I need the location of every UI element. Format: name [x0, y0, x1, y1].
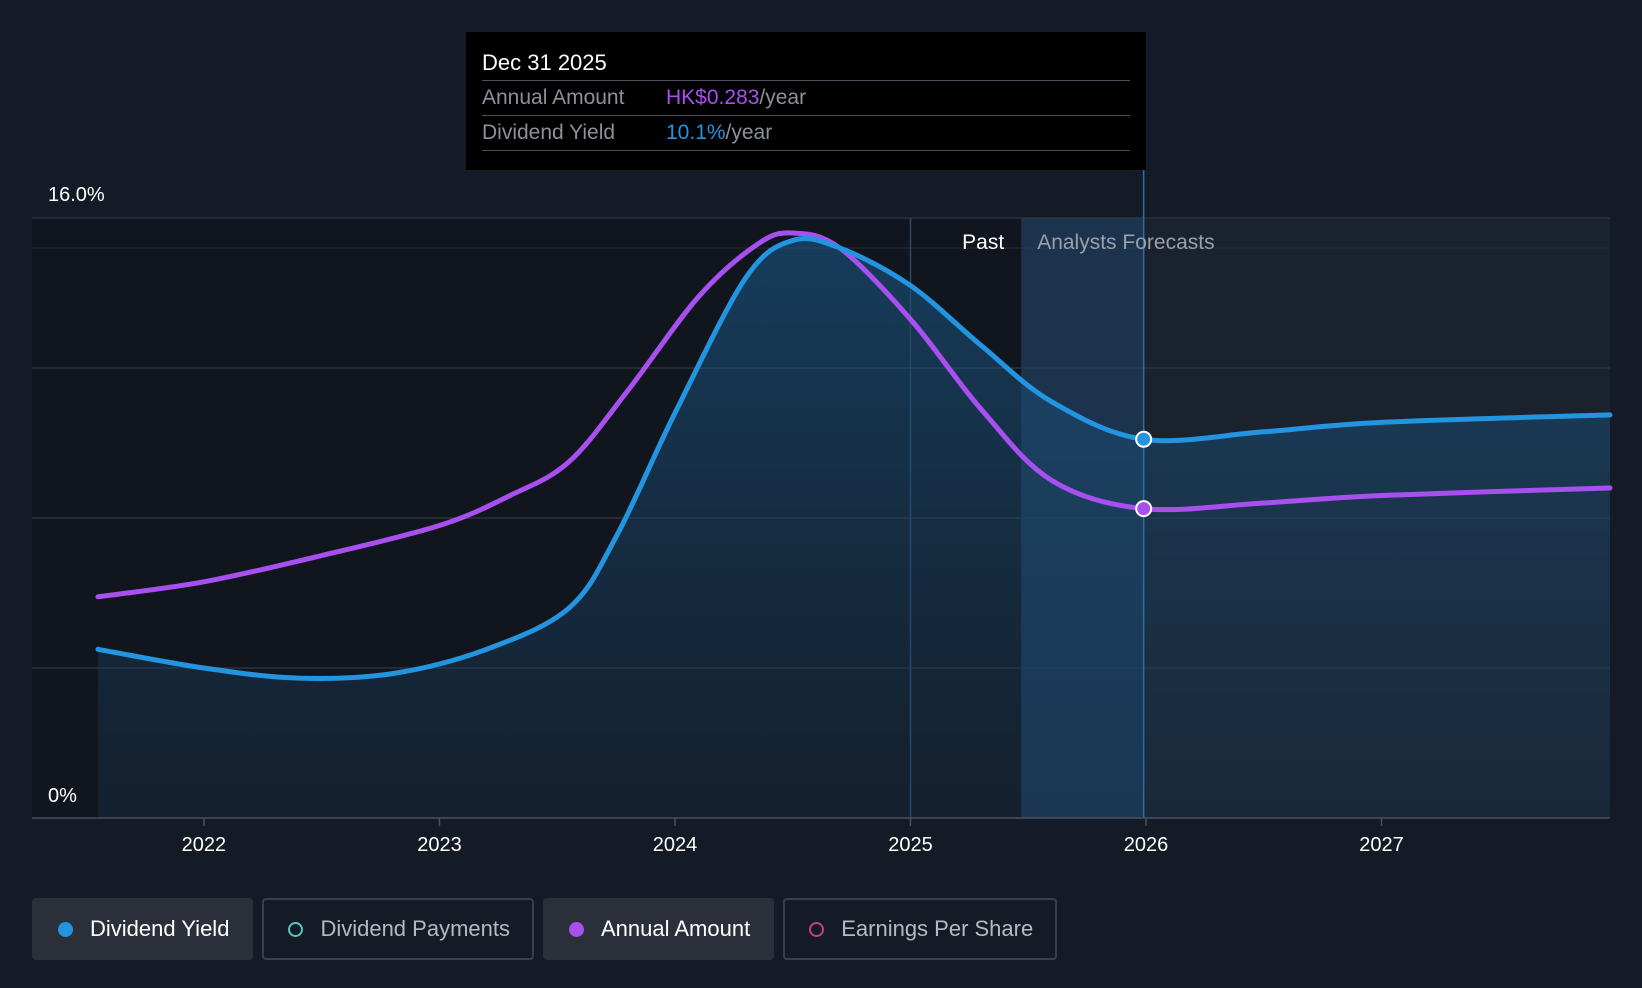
hover-band: [1021, 218, 1144, 818]
ring-icon: [288, 921, 304, 937]
annual-amount-line: [95, 230, 1613, 600]
legend-annual-amount[interactable]: Annual Amount: [542, 898, 775, 960]
y-axis-top-label: 16.0%: [48, 184, 105, 206]
legend-label: Dividend Payments: [320, 916, 510, 941]
forecast-label: Analysts Forecasts: [1037, 231, 1214, 254]
y-axis-bottom-label: 0%: [48, 785, 77, 807]
tooltip-label: Annual Amount: [482, 86, 625, 109]
legend: Dividend Yield Dividend Payments Annual …: [32, 898, 1058, 960]
tooltip-row-dividend-yield: Dividend Yield 10.1% /year: [482, 115, 1130, 151]
tooltip-date: Dec 31 2025: [482, 50, 607, 75]
tooltip-unit: /year: [759, 86, 807, 109]
annual-amount-marker[interactable]: [1135, 500, 1153, 518]
legend-label: Earnings Per Share: [841, 916, 1034, 941]
tooltip-unit: /year: [725, 121, 773, 144]
legend-label: Dividend Yield: [90, 916, 230, 941]
x-tick-label: 2026: [1124, 834, 1169, 856]
legend-earnings-per-share[interactable]: Earnings Per Share: [783, 898, 1058, 960]
dividend-yield-marker[interactable]: [1135, 430, 1153, 448]
legend-dividend-payments[interactable]: Dividend Payments: [262, 898, 534, 960]
past-label: Past: [962, 231, 1004, 254]
dot-icon: [58, 921, 73, 937]
dot-icon: [568, 921, 584, 937]
ring-icon: [809, 921, 825, 937]
legend-dividend-yield[interactable]: Dividend Yield: [32, 898, 254, 960]
x-tick-label: 2024: [653, 834, 698, 856]
x-axis-ticks: 2022 2023 2024 2025 2026 2027: [182, 818, 1404, 856]
dividend-yield-area: [97, 238, 1610, 818]
tooltip-label: Dividend Yield: [482, 121, 616, 144]
legend-label: Annual Amount: [600, 916, 751, 941]
x-tick-label: 2022: [182, 834, 227, 856]
x-tick-label: 2027: [1359, 834, 1404, 856]
tooltip-value: 10.1%: [666, 121, 726, 144]
x-tick-label: 2025: [888, 834, 933, 856]
tooltip-value: HK$0.283: [666, 86, 760, 109]
x-tick-label: 2023: [417, 834, 462, 856]
tooltip-row-annual-amount: Annual Amount HK$0.283 /year: [482, 80, 1130, 115]
tooltip: Dec 31 2025 Annual Amount HK$0.283 /year…: [466, 32, 1146, 170]
dividend-yield-line: [95, 236, 1613, 681]
